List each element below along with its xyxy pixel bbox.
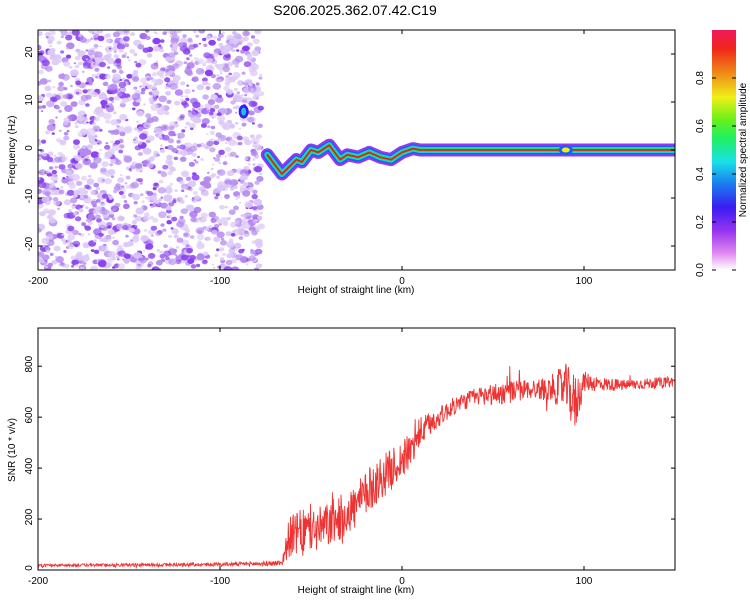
snr-xtick-label: -100 bbox=[210, 576, 230, 587]
snr-plot-area bbox=[38, 328, 675, 570]
snr-ytick-label: 600 bbox=[24, 406, 35, 423]
colorbar-label: Normalized spectral amplitude bbox=[738, 82, 749, 217]
snr-content bbox=[38, 363, 675, 570]
figure-title: S206.2025.362.07.42.C19 bbox=[273, 2, 437, 18]
spectrogram-ytick-label: -10 bbox=[24, 188, 35, 203]
colorbar-gradient bbox=[712, 30, 736, 270]
colorbar-tick-label: 0.0 bbox=[695, 263, 706, 277]
spectrogram-xtick-label: 0 bbox=[399, 276, 405, 287]
colorbar-tick-label: 0.2 bbox=[695, 215, 706, 229]
spectrogram-xtick-label: 100 bbox=[576, 276, 593, 287]
spectrogram-ytick-label: 20 bbox=[24, 46, 35, 58]
spectrogram-xtick-label: -100 bbox=[210, 276, 230, 287]
snr-ylabel: SNR (10 * v/v) bbox=[7, 418, 18, 482]
colorbar-ticks: 0.0 0.2 0.4 0.6 0.8 bbox=[695, 71, 736, 277]
colorbar-tick-label: 0.4 bbox=[695, 167, 706, 181]
spectrogram-xtick-label: -200 bbox=[28, 276, 48, 287]
snr-xlabel: Height of straight line (km) bbox=[298, 585, 415, 596]
spectrogram-ytick-label: -20 bbox=[24, 236, 35, 251]
colorbar-tick-label: 0.6 bbox=[695, 119, 706, 133]
signal-marker-core bbox=[561, 147, 570, 153]
noise-speckles bbox=[38, 30, 266, 270]
noise-bright-spot-core bbox=[241, 107, 247, 116]
snr-frame bbox=[37, 327, 676, 571]
snr-ytick-label: 0 bbox=[24, 565, 35, 571]
spectrogram-ytick-label: 0 bbox=[24, 145, 35, 151]
colorbar-tick-label: 0.8 bbox=[695, 71, 706, 85]
snr-panel: -200 -100 0 100 0 200 400 600 800 Height of stra… bbox=[7, 327, 676, 596]
signal-core bbox=[266, 144, 675, 175]
snr-ytick-label: 200 bbox=[24, 508, 35, 525]
colorbar: 0.0 0.2 0.4 0.6 0.8 Normalized spectral ampl… bbox=[695, 30, 749, 277]
snr-ytick-label: 800 bbox=[24, 355, 35, 372]
spectrogram-ylabel: Frequency (Hz) bbox=[7, 116, 18, 185]
snr-xtick-label: 0 bbox=[399, 576, 405, 587]
snr-line bbox=[38, 363, 675, 570]
spectrogram-content bbox=[38, 30, 675, 270]
snr-ytick-label: 400 bbox=[24, 457, 35, 474]
snr-xtick-label: 100 bbox=[576, 576, 593, 587]
snr-ticks: -200 -100 0 100 0 200 400 600 800 bbox=[24, 328, 675, 587]
spectrogram-xlabel: Height of straight line (km) bbox=[298, 285, 415, 296]
snr-xtick-label: -200 bbox=[28, 576, 48, 587]
spectrogram-ytick-label: 10 bbox=[24, 94, 35, 106]
